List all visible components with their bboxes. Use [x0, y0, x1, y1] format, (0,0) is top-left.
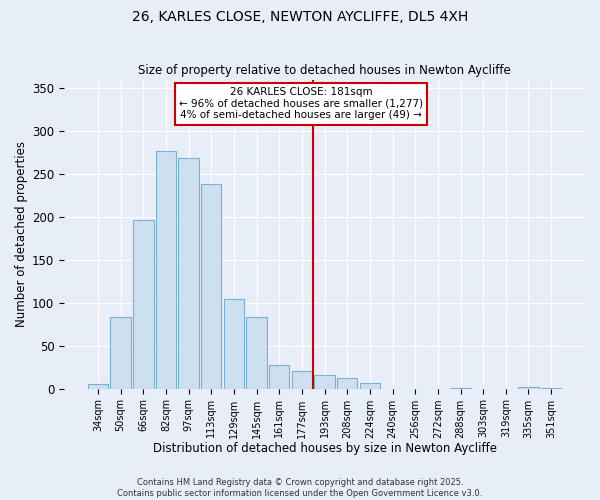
- Bar: [224, 300, 244, 388]
- Bar: [269, 366, 289, 388]
- Bar: [178, 158, 199, 388]
- Bar: [314, 375, 335, 388]
- Bar: [88, 384, 108, 388]
- Bar: [156, 151, 176, 388]
- Text: Contains HM Land Registry data © Crown copyright and database right 2025.
Contai: Contains HM Land Registry data © Crown c…: [118, 478, 482, 498]
- Text: 26 KARLES CLOSE: 181sqm
← 96% of detached houses are smaller (1,277)
4% of semi-: 26 KARLES CLOSE: 181sqm ← 96% of detache…: [179, 88, 423, 120]
- Title: Size of property relative to detached houses in Newton Aycliffe: Size of property relative to detached ho…: [138, 64, 511, 77]
- Bar: [201, 184, 221, 388]
- X-axis label: Distribution of detached houses by size in Newton Aycliffe: Distribution of detached houses by size …: [152, 442, 497, 455]
- Bar: [133, 220, 154, 388]
- Bar: [337, 378, 358, 388]
- Bar: [292, 372, 312, 388]
- Text: 26, KARLES CLOSE, NEWTON AYCLIFFE, DL5 4XH: 26, KARLES CLOSE, NEWTON AYCLIFFE, DL5 4…: [132, 10, 468, 24]
- Y-axis label: Number of detached properties: Number of detached properties: [15, 141, 28, 327]
- Bar: [359, 384, 380, 388]
- Bar: [518, 387, 539, 388]
- Bar: [247, 318, 267, 388]
- Bar: [110, 318, 131, 388]
